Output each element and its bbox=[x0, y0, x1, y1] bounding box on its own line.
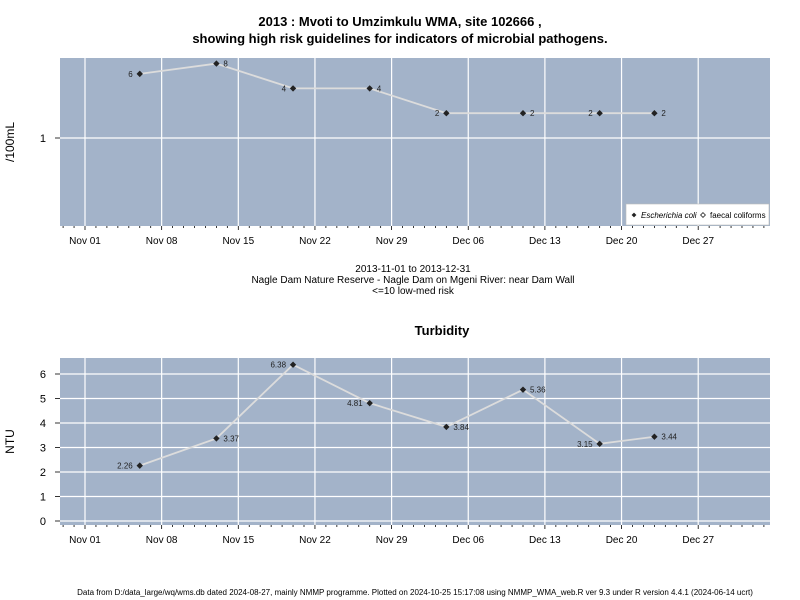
panel1-x-tick-label: Dec 27 bbox=[682, 236, 714, 247]
panel2-data-label: 3.15 bbox=[577, 440, 593, 449]
panel1-legend-box bbox=[625, 203, 770, 226]
panel1-data-label: 4 bbox=[377, 84, 382, 93]
panel2-data-point bbox=[289, 361, 297, 368]
footer-note: Data from D:/data_large/wq/wms.db dated … bbox=[77, 588, 753, 597]
panel2-plot-area bbox=[60, 358, 770, 525]
turbidity-title: Turbidity bbox=[414, 323, 470, 338]
panel2-y-tick-label: 6 bbox=[40, 369, 46, 381]
date-range-text: 2013-11-01 to 2013-12-31 bbox=[355, 264, 471, 275]
panel1-data-label: 2 bbox=[435, 109, 440, 118]
panel2-data-point bbox=[596, 440, 603, 448]
panel2-y-axis-label: NTU bbox=[3, 429, 17, 454]
panel2-data-point bbox=[213, 435, 220, 442]
panel1-x-tick-label: Nov 15 bbox=[222, 236, 254, 247]
panel1-data-point bbox=[519, 109, 527, 117]
panel1-x-tick-label: Dec 06 bbox=[452, 236, 484, 247]
panel1-data-label: 8 bbox=[223, 60, 228, 69]
panel2-y-tick-label: 3 bbox=[40, 443, 46, 455]
panel1-plot-area bbox=[60, 58, 770, 226]
panel1-legend-marker-faecal bbox=[700, 212, 706, 218]
panel1-data-label: 6 bbox=[128, 70, 133, 79]
location-text: Nagle Dam Nature Reserve - Nagle Dam on … bbox=[251, 275, 575, 286]
panel1-legend-label-faecal: faecal coliforms bbox=[710, 211, 766, 220]
panel1-x-tick-label: Nov 01 bbox=[69, 236, 101, 247]
panel1-y-axis-label: /100mL bbox=[3, 122, 17, 162]
chart-title-line2: showing high risk guidelines for indicat… bbox=[192, 31, 608, 46]
panel1-data-point bbox=[289, 85, 297, 92]
panel1-data-point bbox=[443, 109, 450, 117]
panel1-data-label: 4 bbox=[282, 84, 287, 93]
panel1-legend-label-ecoli: Escherichia coli bbox=[641, 211, 697, 220]
panel2-data-label: 6.38 bbox=[270, 361, 286, 370]
panel2-y-tick-label: 4 bbox=[40, 418, 46, 430]
panel1-legend-marker-ecoli bbox=[631, 212, 637, 218]
panel2-x-tick-label: Nov 01 bbox=[69, 535, 101, 546]
panel2-y-tick-label: 0 bbox=[40, 516, 46, 528]
panel1-x-tick-label: Dec 20 bbox=[606, 236, 638, 247]
panel1-x-tick-label: Dec 13 bbox=[529, 236, 561, 247]
panel2-x-tick-label: Dec 06 bbox=[452, 535, 484, 546]
risk-text: <=10 low-med risk bbox=[372, 286, 454, 297]
panel2-x-tick-label: Nov 22 bbox=[299, 535, 331, 546]
panel2-y-tick-label: 2 bbox=[40, 467, 46, 479]
panel1-data-point bbox=[213, 60, 220, 67]
panel2-data-point bbox=[519, 386, 527, 393]
panel2-y-tick-label: 5 bbox=[40, 394, 46, 406]
panel2-x-tick-label: Dec 27 bbox=[682, 535, 714, 546]
panel2-x-tick-label: Dec 13 bbox=[529, 535, 561, 546]
panel2-data-point bbox=[443, 423, 450, 431]
panel2-y-tick-label: 1 bbox=[40, 492, 46, 504]
panel2-data-label: 3.37 bbox=[223, 434, 239, 443]
panel1-data-point bbox=[596, 109, 603, 117]
panel2-x-tick-label: Nov 29 bbox=[376, 535, 408, 546]
panel2-data-point bbox=[136, 462, 143, 469]
panel1-data-point bbox=[366, 85, 373, 92]
panel1-data-point bbox=[136, 70, 143, 78]
panel2-data-point bbox=[651, 433, 658, 440]
panel1-x-tick-label: Nov 22 bbox=[299, 236, 331, 247]
panel1-data-label: 2 bbox=[530, 109, 535, 118]
chart-title-line1: 2013 : Mvoti to Umzimkulu WMA, site 1026… bbox=[258, 14, 542, 29]
panel1-data-label: 2 bbox=[588, 109, 593, 118]
panel2-data-label: 4.81 bbox=[347, 399, 363, 408]
panel2-data-label: 2.26 bbox=[117, 462, 133, 471]
panel1-x-tick-label: Nov 29 bbox=[376, 236, 408, 247]
panel1-data-point bbox=[651, 109, 658, 117]
panel2-x-tick-label: Nov 15 bbox=[222, 535, 254, 546]
panel2-data-label: 3.84 bbox=[453, 423, 469, 432]
panel2-data-label: 3.44 bbox=[661, 433, 677, 442]
panel1-y-tick-label: 1 bbox=[40, 133, 46, 145]
panel2-x-tick-label: Nov 08 bbox=[146, 535, 178, 546]
panel2-data-point bbox=[366, 399, 373, 407]
panel1-series-line bbox=[139, 62, 655, 115]
panel2-series-line bbox=[139, 363, 655, 467]
panel1-data-label: 2 bbox=[661, 109, 666, 118]
panel2-data-label: 5.36 bbox=[530, 386, 546, 395]
panel2-x-tick-label: Dec 20 bbox=[606, 535, 638, 546]
panel1-x-tick-label: Nov 08 bbox=[146, 236, 178, 247]
